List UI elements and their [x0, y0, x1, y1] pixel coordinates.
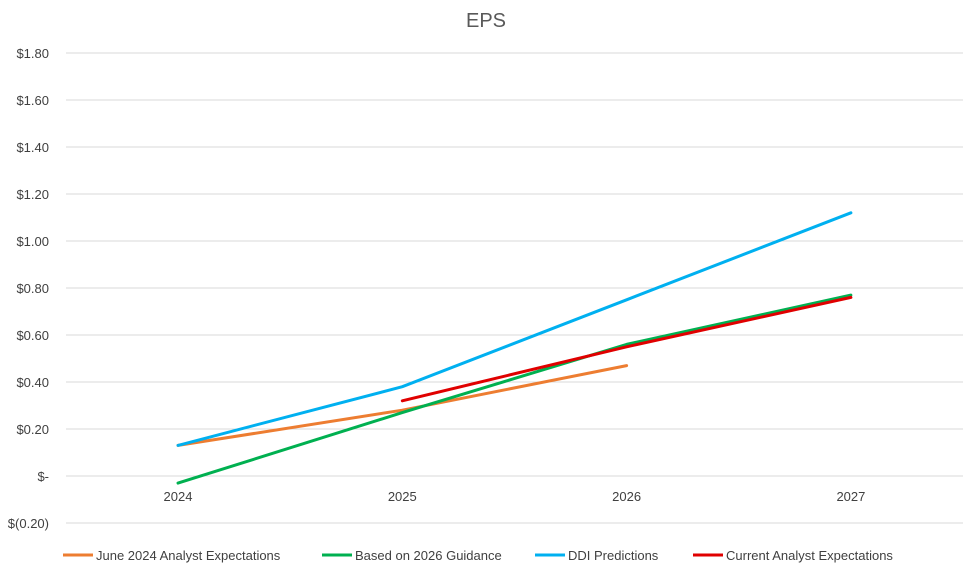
- x-tick-label: 2024: [164, 489, 193, 504]
- y-tick-label: $-: [37, 469, 49, 484]
- y-tick-label: $0.60: [16, 328, 49, 343]
- x-tick-label: 2025: [388, 489, 417, 504]
- legend-label: Current Analyst Expectations: [726, 548, 893, 563]
- legend-label: Based on 2026 Guidance: [355, 548, 502, 563]
- x-tick-label: 2026: [612, 489, 641, 504]
- y-tick-label: $1.40: [16, 140, 49, 155]
- legend: June 2024 Analyst Expectations Based on 2…: [63, 548, 893, 563]
- y-axis-ticks: $1.80 $1.60 $1.40 $1.20 $1.00 $0.80 $0.60 $0.40…: [8, 46, 49, 531]
- y-tick-label: $0.80: [16, 281, 49, 296]
- legend-label: DDI Predictions: [568, 548, 659, 563]
- series-line-4: [400, 295, 853, 403]
- chart-title: EPS: [466, 10, 506, 32]
- series-line-1: [176, 364, 629, 447]
- y-tick-label: $1.60: [16, 93, 49, 108]
- y-tick-label: $0.40: [16, 375, 49, 390]
- series-lines: [176, 211, 853, 485]
- y-tick-label: $0.20: [16, 422, 49, 437]
- legend-label: June 2024 Analyst Expectations: [96, 548, 281, 563]
- gridlines: [66, 52, 963, 524]
- series-line-3: [176, 211, 853, 447]
- y-tick-label: $1.00: [16, 234, 49, 249]
- x-axis-ticks: 2024 2025 2026 2027: [164, 489, 866, 504]
- x-tick-label: 2027: [836, 489, 865, 504]
- y-tick-label: $(0.20): [8, 516, 49, 531]
- series-line-2: [176, 293, 853, 485]
- y-tick-label: $1.80: [16, 46, 49, 61]
- y-tick-label: $1.20: [16, 187, 49, 202]
